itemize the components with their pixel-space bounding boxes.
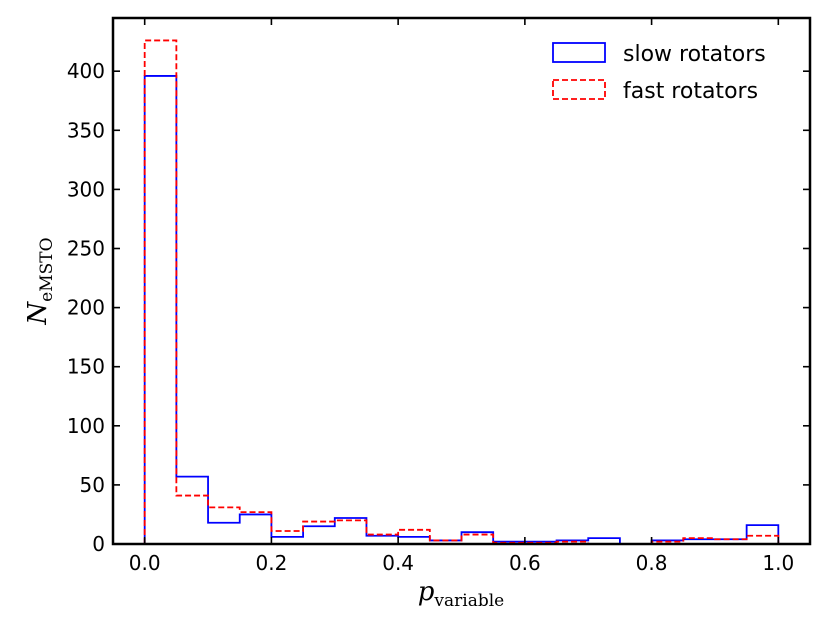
series-layer (143, 39, 780, 545)
x-tick-label: 0.0 (129, 551, 161, 575)
x-tick-label: 0.6 (509, 551, 541, 575)
x-tick-label: 0.4 (382, 551, 414, 575)
legend: slow rotators fast rotators (552, 42, 766, 104)
legend-label-slow-rotators: slow rotators (623, 42, 766, 67)
legend-label-fast-rotators: fast rotators (623, 79, 758, 104)
x-tick-label: 0.8 (636, 551, 668, 575)
plot-frame (111, 16, 812, 546)
x-axis-label: pvariable (418, 577, 504, 611)
series-step-fast-rotators (143, 39, 780, 545)
x-tick-label: 0.2 (256, 551, 288, 575)
y-tick-label: 100 (67, 414, 105, 438)
y-tick-label: 200 (67, 296, 105, 320)
y-axis-label-main: N (23, 301, 53, 326)
plot-background (113, 18, 810, 544)
y-axis-label-sub: eMSTO (37, 237, 57, 301)
y-tick-label: 300 (67, 177, 105, 201)
y-axis-label: NeMSTO (23, 237, 57, 325)
x-tick-label: 1.0 (762, 551, 794, 575)
y-tick-label: 400 (67, 59, 105, 83)
legend-swatch-slow-rotators (552, 42, 606, 63)
y-tick-label: 0 (92, 532, 105, 556)
y-tick-label: 250 (67, 236, 105, 260)
tick-layer: 0.0 0.2 0.4 0.6 0.8 1.0 0 50 100 150 200 250 300 350 4… (67, 18, 810, 575)
y-tick-label: 50 (80, 473, 105, 497)
x-axis-label-main: p (418, 577, 435, 607)
y-tick-label: 350 (67, 118, 105, 142)
y-tick-label: 150 (67, 355, 105, 379)
x-axis-label-sub: variable (433, 591, 504, 611)
